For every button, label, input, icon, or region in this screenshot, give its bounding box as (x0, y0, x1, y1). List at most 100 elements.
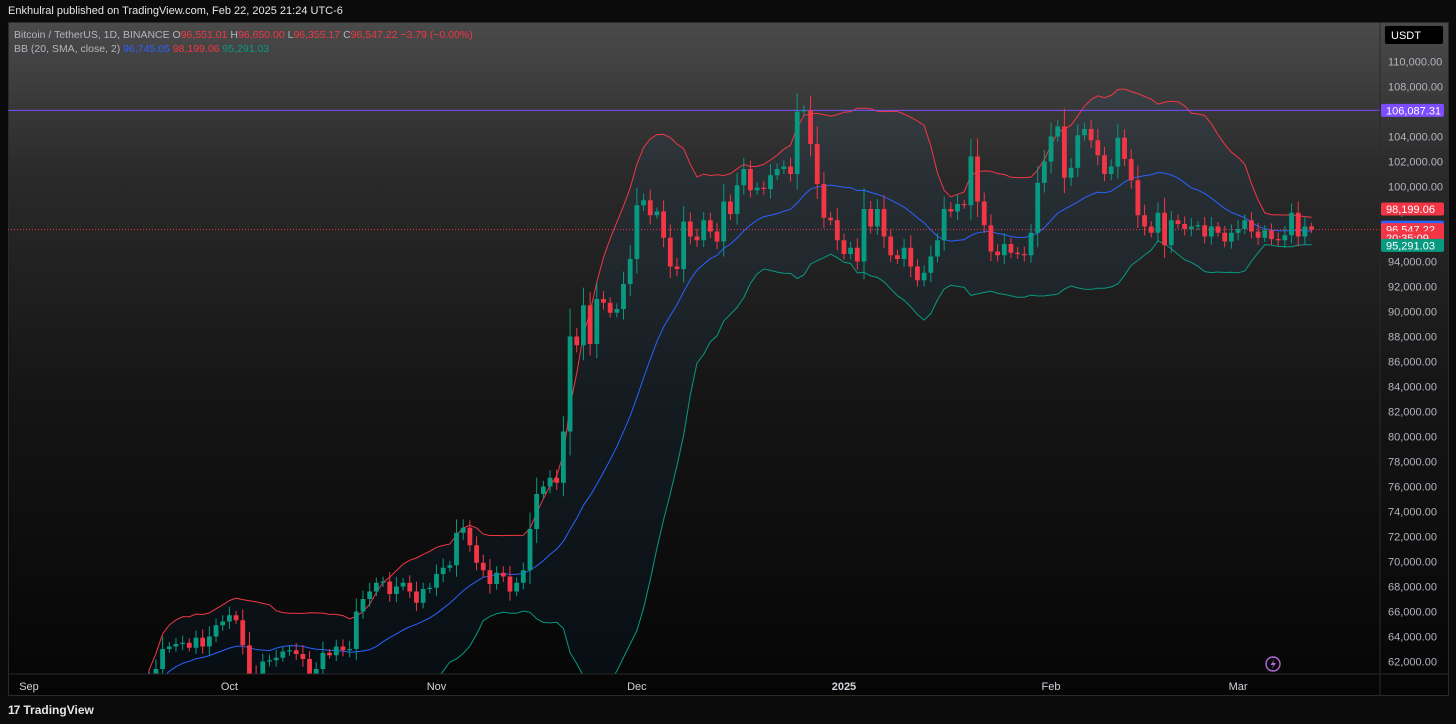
candle[interactable] (400, 577, 406, 591)
candle[interactable] (360, 590, 366, 619)
candle[interactable] (1162, 197, 1167, 259)
candle[interactable] (607, 297, 613, 318)
candle[interactable] (874, 199, 880, 235)
candle[interactable] (881, 195, 887, 249)
candle[interactable] (213, 618, 219, 643)
candle[interactable] (1175, 214, 1181, 229)
candle[interactable] (981, 192, 987, 233)
candle[interactable] (995, 244, 1000, 262)
candle[interactable] (380, 576, 386, 587)
candle[interactable] (1235, 220, 1241, 241)
candle[interactable] (1088, 120, 1094, 148)
candle[interactable] (1155, 202, 1161, 242)
candle[interactable] (961, 199, 967, 209)
currency-button[interactable]: USDT (1384, 25, 1444, 45)
candle[interactable] (534, 477, 540, 544)
candle[interactable] (614, 303, 620, 318)
candle[interactable] (621, 271, 626, 320)
candle[interactable] (1142, 204, 1147, 236)
candle[interactable] (1262, 225, 1268, 242)
candle[interactable] (955, 194, 960, 220)
candle[interactable] (520, 562, 526, 590)
candle[interactable] (701, 212, 707, 248)
candle[interactable] (895, 249, 900, 264)
candle[interactable] (280, 646, 286, 662)
candle[interactable] (734, 172, 740, 225)
candle[interactable] (353, 598, 359, 661)
candle[interactable] (748, 160, 753, 198)
candle[interactable] (728, 194, 733, 220)
candle[interactable] (681, 206, 687, 283)
candle[interactable] (601, 291, 606, 310)
candle[interactable] (828, 211, 833, 226)
candle[interactable] (1195, 221, 1201, 231)
candle[interactable] (240, 609, 246, 655)
candle[interactable] (921, 265, 927, 287)
candle[interactable] (373, 577, 379, 596)
candle[interactable] (781, 160, 787, 175)
candle[interactable] (721, 183, 727, 257)
candle[interactable] (1275, 232, 1281, 246)
candle[interactable] (254, 665, 259, 685)
candle[interactable] (1229, 224, 1234, 249)
candle[interactable] (1148, 221, 1154, 238)
candle[interactable] (794, 93, 800, 190)
candle[interactable] (928, 245, 934, 283)
candle[interactable] (247, 631, 252, 685)
candle[interactable] (1068, 158, 1074, 186)
candle[interactable] (574, 328, 580, 353)
candle[interactable] (801, 105, 807, 116)
candle[interactable] (166, 642, 172, 653)
candle[interactable] (200, 629, 206, 654)
candle[interactable] (527, 512, 533, 585)
candle[interactable] (1249, 212, 1254, 239)
candle[interactable] (1128, 149, 1134, 189)
candle[interactable] (514, 577, 520, 596)
candle[interactable] (1015, 247, 1021, 259)
symbol-label[interactable]: Bitcoin / TetherUS, 1D, BINANCE (14, 29, 170, 41)
candle[interactable] (768, 164, 773, 199)
candle[interactable] (273, 650, 279, 667)
candle[interactable] (1115, 123, 1121, 179)
candle[interactable] (1095, 128, 1101, 166)
candle[interactable] (434, 564, 439, 596)
candle[interactable] (667, 224, 673, 278)
candle[interactable] (1255, 222, 1261, 246)
candle[interactable] (1269, 223, 1274, 245)
candle[interactable] (447, 560, 453, 572)
candle[interactable] (848, 241, 854, 260)
candle[interactable] (494, 566, 499, 590)
candle[interactable] (854, 238, 860, 270)
lightning-icon[interactable] (1265, 656, 1281, 672)
candle[interactable] (1242, 214, 1248, 235)
candle[interactable] (1008, 238, 1014, 258)
candle[interactable] (567, 308, 573, 456)
candle[interactable] (1102, 146, 1107, 182)
candle[interactable] (1188, 218, 1194, 237)
candle[interactable] (707, 212, 713, 238)
candle[interactable] (581, 287, 586, 361)
candle[interactable] (427, 582, 433, 594)
candle[interactable] (674, 258, 680, 277)
candle[interactable] (173, 637, 179, 652)
candle[interactable] (1208, 217, 1214, 245)
candle[interactable] (1122, 129, 1127, 167)
candle[interactable] (220, 615, 226, 631)
candle[interactable] (420, 582, 426, 609)
candle[interactable] (293, 643, 299, 661)
price-chart[interactable]: 62,000.00 64,000.00 66,000.00 68,000.00 70,0… (8, 22, 1449, 696)
candle[interactable] (300, 644, 306, 667)
candle[interactable] (480, 554, 486, 578)
candle[interactable] (687, 212, 693, 245)
candle[interactable] (554, 469, 560, 490)
candle[interactable] (814, 126, 820, 200)
candle[interactable] (1135, 165, 1141, 228)
candle[interactable] (714, 222, 720, 249)
candle[interactable] (1035, 165, 1041, 248)
candle[interactable] (367, 582, 373, 607)
candle[interactable] (594, 282, 600, 359)
candle[interactable] (561, 415, 566, 497)
candle[interactable] (1108, 159, 1114, 181)
candle[interactable] (1075, 124, 1081, 178)
candle[interactable] (487, 559, 493, 594)
